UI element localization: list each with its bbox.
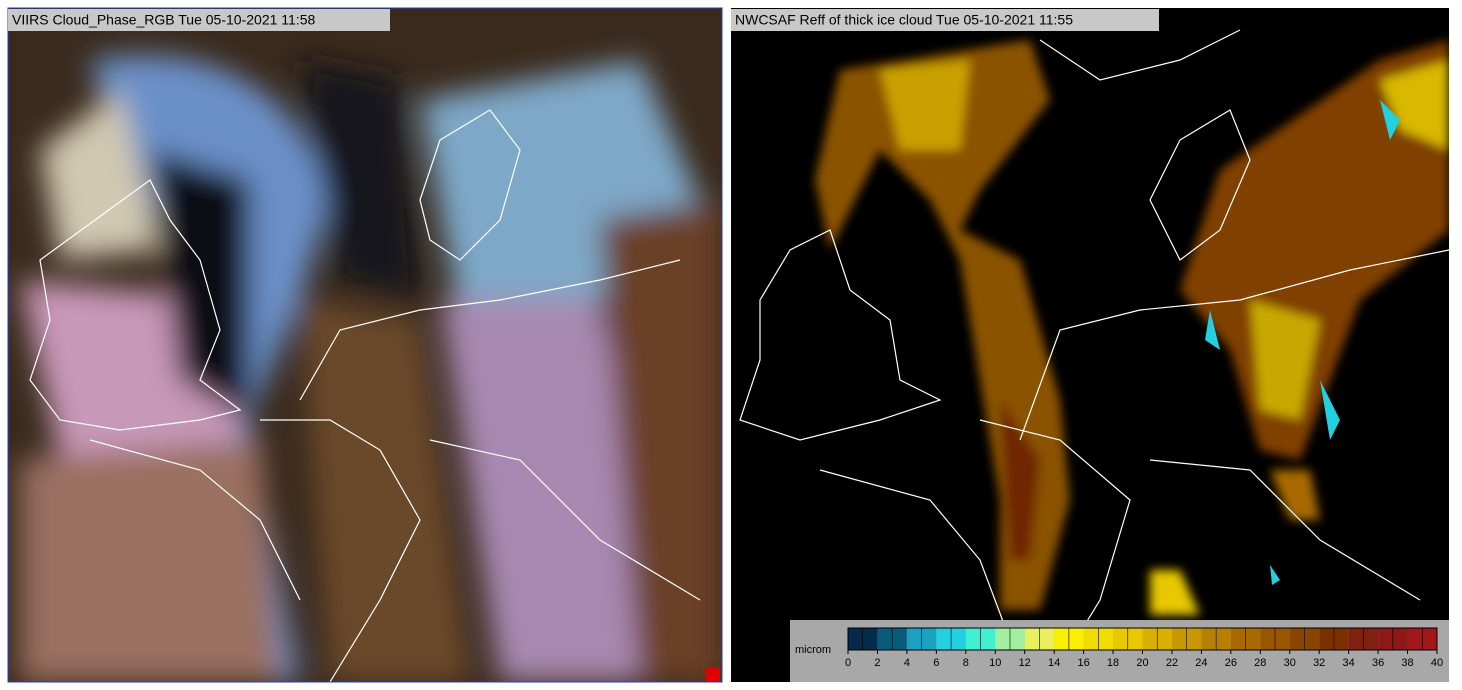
panel-title: VIIRS Cloud_Phase_RGB Tue 05-10-2021 11:… — [12, 12, 315, 28]
colorbar-tick-label: 8 — [963, 657, 969, 669]
colorbar-tick-label: 20 — [1136, 657, 1148, 669]
colorbar-tick-label: 36 — [1372, 657, 1384, 669]
panel-frame — [7, 7, 723, 683]
title-box — [731, 9, 1159, 31]
colorbar-tick-label: 2 — [874, 657, 880, 669]
colorbar-tick-label: 28 — [1254, 657, 1266, 669]
colorbar-tick-label: 32 — [1313, 657, 1325, 669]
colorbar-unit: microm — [795, 644, 831, 656]
title-box — [8, 9, 390, 31]
rgb-image — [8, 8, 722, 682]
colorbar-tick-label: 40 — [1431, 657, 1443, 669]
corner-mark — [706, 668, 720, 682]
colorbar-tick-label: 30 — [1284, 657, 1296, 669]
colorbar-tick-label: 6 — [933, 657, 939, 669]
reff-image — [731, 8, 1449, 682]
colorbar-tick-label: 4 — [904, 657, 910, 669]
colorbar-tick-label: 0 — [845, 657, 851, 669]
colorbar-tick-label: 14 — [1048, 657, 1060, 669]
colorbar-tick-label: 16 — [1077, 657, 1089, 669]
colorbar-tick-label: 18 — [1107, 657, 1119, 669]
colorbar-tick-label: 26 — [1225, 657, 1237, 669]
colorbar-tick-label: 22 — [1166, 657, 1178, 669]
panel-title: NWCSAF Reff of thick ice cloud Tue 05-10… — [735, 12, 1073, 28]
colorbar-tick-label: 24 — [1195, 657, 1207, 669]
colorbar-tick-label: 10 — [989, 657, 1001, 669]
colorbar: 0 2 4 6 8 10 12 14 16 18 20 22 24 26 28 30 32 34 36 38 40 — [845, 627, 1443, 669]
colorbar-tick-label: 38 — [1401, 657, 1413, 669]
colorbar-tick-label: 34 — [1343, 657, 1355, 669]
colorbar-tick-label: 12 — [1019, 657, 1031, 669]
